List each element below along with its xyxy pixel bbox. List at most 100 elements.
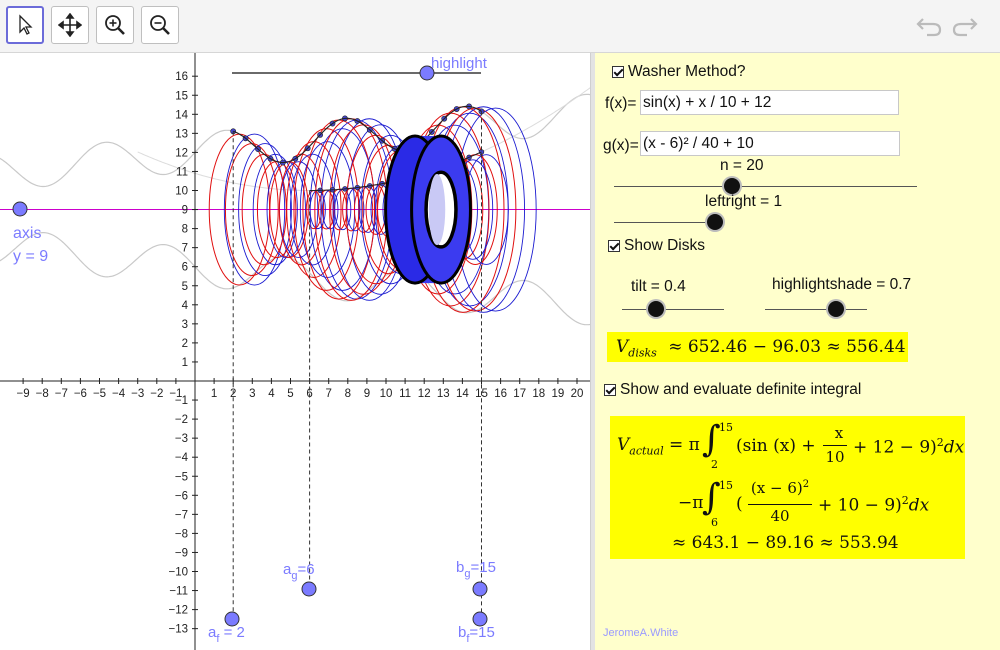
vdisks-subscript: disks bbox=[628, 346, 657, 360]
show-integral-checkbox[interactable]: Show and evaluate definite integral bbox=[604, 381, 861, 399]
undo-button[interactable] bbox=[914, 13, 944, 39]
x-tick-label: −5 bbox=[93, 388, 106, 400]
undo-icon bbox=[916, 18, 942, 37]
integral-2-upper: 15 bbox=[719, 479, 733, 492]
axis-point[interactable] bbox=[12, 201, 28, 217]
fraction-bar bbox=[823, 445, 847, 446]
y-tick-label: 2 bbox=[182, 338, 188, 350]
checkbox-checked-icon bbox=[612, 66, 624, 78]
x-tick-label: −9 bbox=[17, 388, 30, 400]
leftright-slider-track[interactable] bbox=[614, 222, 718, 223]
b-g-point[interactable] bbox=[472, 581, 488, 597]
x-tick-label: 8 bbox=[345, 388, 351, 400]
cursor-arrow-icon bbox=[19, 14, 33, 35]
zoom-in-tool-button[interactable] bbox=[96, 6, 134, 44]
highlightshade-slider-track[interactable] bbox=[765, 309, 867, 310]
graphics-view[interactable]: −9−8−7−6−5−4−3−2−11234567891011121314151… bbox=[0, 53, 590, 650]
y-tick-label: −11 bbox=[169, 586, 188, 598]
y-tick-label: −3 bbox=[175, 433, 188, 445]
background-curves bbox=[0, 87, 590, 326]
integral-1-frac-num: x bbox=[834, 424, 844, 442]
outer-washer-back-ellipse bbox=[252, 153, 298, 266]
y-tick-label: 11 bbox=[176, 166, 188, 178]
integral-1-body-a: (sin (x) + bbox=[736, 436, 816, 456]
y-tick-label: −5 bbox=[175, 471, 188, 483]
tilt-slider-track[interactable] bbox=[622, 309, 724, 310]
integral-sign-2: ∫ bbox=[702, 477, 721, 518]
highlight-washer bbox=[384, 134, 472, 285]
f-input[interactable]: sin(x) + x / 10 + 12 bbox=[640, 90, 899, 115]
x-tick-label: 19 bbox=[552, 388, 565, 400]
bound-dashed-lines bbox=[232, 111, 482, 619]
y-tick-label: 8 bbox=[182, 224, 188, 236]
x-tick-label: 4 bbox=[268, 388, 275, 400]
n-slider-track[interactable] bbox=[614, 186, 917, 187]
tilt-slider-knob[interactable] bbox=[648, 301, 664, 317]
f-label: f(x)= bbox=[605, 95, 637, 112]
show-disks-checkbox[interactable]: Show Disks bbox=[608, 237, 705, 255]
move-tool-button[interactable] bbox=[6, 6, 44, 44]
outer-washer-back-ellipse bbox=[223, 133, 286, 286]
y-tick-label: 5 bbox=[182, 281, 188, 293]
y-tick-label: 7 bbox=[182, 243, 188, 255]
g-label: g(x)= bbox=[603, 137, 639, 154]
a-g-label: ag=6 bbox=[283, 561, 315, 582]
view-divider[interactable] bbox=[590, 53, 595, 650]
y-tick-label: −6 bbox=[175, 490, 188, 502]
highlightshade-slider-knob[interactable] bbox=[828, 301, 844, 317]
x-tick-label: 11 bbox=[399, 388, 411, 400]
outer-washer-back-ellipse bbox=[238, 143, 292, 276]
y-tick-label: 3 bbox=[182, 319, 188, 331]
highlight-hole-inner bbox=[428, 174, 446, 246]
leftright-slider-knob[interactable] bbox=[707, 214, 723, 230]
y-axis-ticks: 16 15 14 13 12 11 10 9 8 7 6 5 4 3 2 1 −1 −2 −3 −4 −5 −6 −7 −8 −… bbox=[168, 71, 198, 636]
y-tick-label: −12 bbox=[168, 605, 188, 617]
a-g-point[interactable] bbox=[301, 581, 317, 597]
y-tick-label: −7 bbox=[175, 509, 188, 521]
checkbox-checked-icon bbox=[604, 384, 616, 396]
y-tick-label: −4 bbox=[175, 452, 189, 464]
n-slider-knob[interactable] bbox=[724, 178, 740, 194]
integral-line-1: Vactual = π bbox=[617, 435, 700, 458]
b-f-point[interactable] bbox=[472, 611, 488, 627]
x-tick-label: 3 bbox=[249, 388, 255, 400]
highlightshade-slider-label: highlightshade = 0.7 bbox=[772, 276, 912, 293]
highlight-label: highlight bbox=[431, 55, 488, 72]
washer-method-label: Washer Method? bbox=[628, 63, 746, 80]
redo-button[interactable] bbox=[950, 13, 980, 39]
pan-tool-button[interactable] bbox=[51, 6, 89, 44]
y-tick-label: 14 bbox=[175, 109, 188, 121]
g-input[interactable]: (x - 6)² / 40 + 10 bbox=[640, 131, 900, 156]
a-f-point[interactable] bbox=[224, 611, 240, 627]
y-tick-label: 1 bbox=[182, 357, 188, 369]
graph-canvas[interactable]: −9−8−7−6−5−4−3−2−11234567891011121314151… bbox=[0, 53, 590, 650]
integral-result: ≈ 643.1 − 89.16 ≈ 553.94 bbox=[672, 533, 899, 553]
redo-icon bbox=[952, 18, 978, 37]
show-integral-label: Show and evaluate definite integral bbox=[620, 381, 862, 398]
zoom-out-tool-button[interactable] bbox=[141, 6, 179, 44]
leftright-slider-label: leftright = 1 bbox=[705, 193, 783, 210]
author-credit: JeromeA.White bbox=[603, 627, 679, 639]
integral-line-2-prefix: −π bbox=[678, 493, 704, 513]
integral-box: Vactual = π ∫ 15 2 (sin (x) + x 10 + 12 … bbox=[610, 416, 965, 559]
move-arrows-icon bbox=[58, 13, 82, 37]
y-tick-label: −9 bbox=[175, 547, 188, 559]
tilt-slider-label: tilt = 0.4 bbox=[631, 278, 686, 295]
x-tick-label: 5 bbox=[287, 388, 293, 400]
highlight-slider-point[interactable] bbox=[419, 65, 435, 81]
x-tick-label: −6 bbox=[74, 388, 87, 400]
integral-1-lower: 2 bbox=[711, 458, 718, 471]
x-tick-label: 10 bbox=[380, 388, 393, 400]
x-tick-label: 14 bbox=[456, 388, 469, 400]
zoom-in-icon bbox=[105, 15, 125, 35]
y-tick-label: −2 bbox=[175, 414, 188, 426]
x-tick-label: −2 bbox=[150, 388, 163, 400]
y-tick-label: 15 bbox=[175, 90, 188, 102]
x-tick-label: −1 bbox=[169, 388, 182, 400]
y-tick-label: −1 bbox=[175, 395, 188, 407]
x-tick-label: −4 bbox=[112, 388, 126, 400]
integral-sign-1: ∫ bbox=[702, 419, 721, 460]
washer-method-checkbox[interactable]: Washer Method? bbox=[612, 63, 745, 81]
y-tick-label: 13 bbox=[175, 128, 188, 140]
y-tick-label: 10 bbox=[175, 186, 188, 198]
